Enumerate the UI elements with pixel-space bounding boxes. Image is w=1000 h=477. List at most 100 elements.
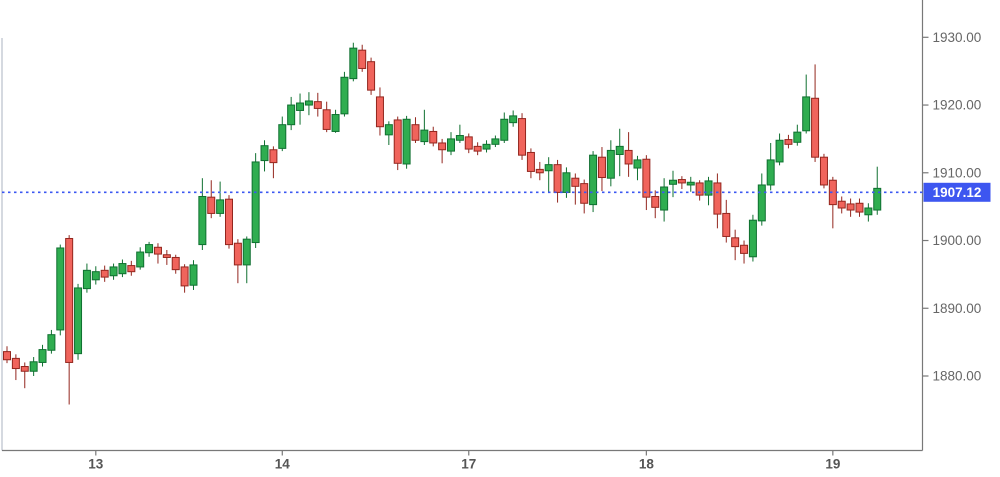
candle-body-down [473, 145, 482, 152]
candle-body-up [38, 349, 47, 363]
candle-body-down [722, 212, 731, 237]
candle-body-up [304, 100, 313, 106]
candle-body-down [597, 156, 606, 179]
candle-body-down [811, 97, 820, 158]
candle-body-up [704, 180, 713, 196]
candle-body-down [553, 164, 562, 193]
candle-body-up [491, 138, 500, 145]
candle-body-up [296, 102, 305, 111]
candle-body-down [180, 266, 189, 287]
candle-body-up [500, 118, 509, 141]
candle-body-up [660, 186, 669, 211]
x-tick-label: 17 [461, 457, 476, 472]
candle-body-down [535, 168, 544, 174]
candle-body-down [526, 151, 535, 172]
candle-body-up [145, 244, 154, 254]
candle-body-up [189, 264, 198, 286]
candle-body-up [482, 143, 491, 150]
candle-body-up [793, 131, 802, 143]
candle-body-down [740, 244, 749, 254]
candle-body-up [278, 124, 287, 149]
candle-body-down [358, 49, 367, 69]
candle-body-up [402, 118, 411, 165]
x-tick-label: 13 [88, 457, 104, 472]
candle-body-up [775, 139, 784, 163]
candle-body-up [118, 263, 127, 275]
candle-body-up [766, 159, 775, 186]
y-tick-label: 1880.00 [933, 369, 982, 384]
candle-body-up [544, 164, 553, 172]
candle-body-down [518, 118, 527, 156]
candle-body-down [429, 130, 438, 144]
x-tick-label: 18 [639, 457, 655, 472]
candle-body-up [447, 138, 455, 152]
candle-body-up [29, 361, 38, 372]
y-tick-label: 1910.00 [933, 165, 982, 180]
y-axis: 1930.00 1920.00 1910.00 1900.00 1890.00 1880.… [922, 30, 982, 384]
candle-body-up [455, 135, 464, 141]
candle-body-down [837, 200, 846, 209]
candle-body-down [855, 202, 864, 213]
candle-body-down [313, 101, 322, 109]
candle-body-up [136, 251, 145, 268]
candle-body-up [615, 145, 624, 155]
candle-body-down [322, 109, 331, 130]
candle-body-down [11, 357, 20, 370]
candle-body-down [651, 195, 660, 208]
candle-body-down [580, 183, 589, 204]
candle-body-down [571, 177, 580, 187]
candle-body-up [260, 145, 269, 162]
candle-body-up [287, 104, 296, 126]
candle-body-down [20, 366, 29, 372]
candle-body-down [731, 237, 740, 248]
candle-body-up [562, 172, 571, 193]
candle-body-down [207, 196, 216, 214]
candle-body-up [47, 334, 56, 351]
chart-frame [1, 0, 924, 452]
candle-body-down [233, 242, 242, 266]
candle-body-down [713, 182, 722, 215]
candle-body-up [873, 187, 882, 211]
candle-body-down [784, 139, 793, 145]
candle-body-down [464, 136, 473, 150]
candle-body-up [384, 124, 393, 136]
candle-body-up [802, 96, 811, 132]
candle-body-down [393, 119, 402, 164]
candle-body-up [509, 115, 518, 124]
candle-body-up [757, 184, 766, 222]
y-tick-label: 1920.00 [933, 98, 982, 113]
x-tick-label: 19 [825, 457, 840, 472]
candle-body-down [127, 265, 136, 273]
candle-body-down [438, 142, 447, 151]
candle-body-up [251, 161, 260, 244]
candle-body-up [74, 287, 83, 355]
candle-body-down [411, 124, 420, 141]
y-tick-label: 1930.00 [933, 30, 982, 45]
candle-body-down [375, 96, 384, 128]
candle-body-down [819, 156, 828, 186]
candle-body-down [162, 254, 171, 258]
candle-body-up [864, 207, 873, 216]
candle-body-up [589, 154, 598, 206]
candle-body-down [153, 246, 162, 255]
candle-body-down [624, 149, 633, 165]
candle-body-down [65, 237, 74, 363]
y-tick-label: 1890.00 [933, 301, 982, 316]
candle-body-up [748, 219, 757, 258]
candle-body-up [669, 179, 677, 185]
price-badge-label: 1907.12 [933, 185, 982, 200]
candle-body-up [216, 199, 225, 214]
candles-layer [3, 42, 882, 405]
x-tick-label: 14 [275, 457, 291, 472]
candle-body-up [606, 149, 615, 179]
candle-body-down [846, 203, 855, 211]
candle-body-down [695, 182, 704, 196]
candle-body-down [269, 149, 278, 164]
candle-body-up [633, 159, 642, 169]
price-badge-bg [923, 182, 991, 202]
candle-body-down [642, 158, 651, 198]
candle-body-up [109, 266, 118, 277]
candle-body-down [171, 256, 180, 271]
